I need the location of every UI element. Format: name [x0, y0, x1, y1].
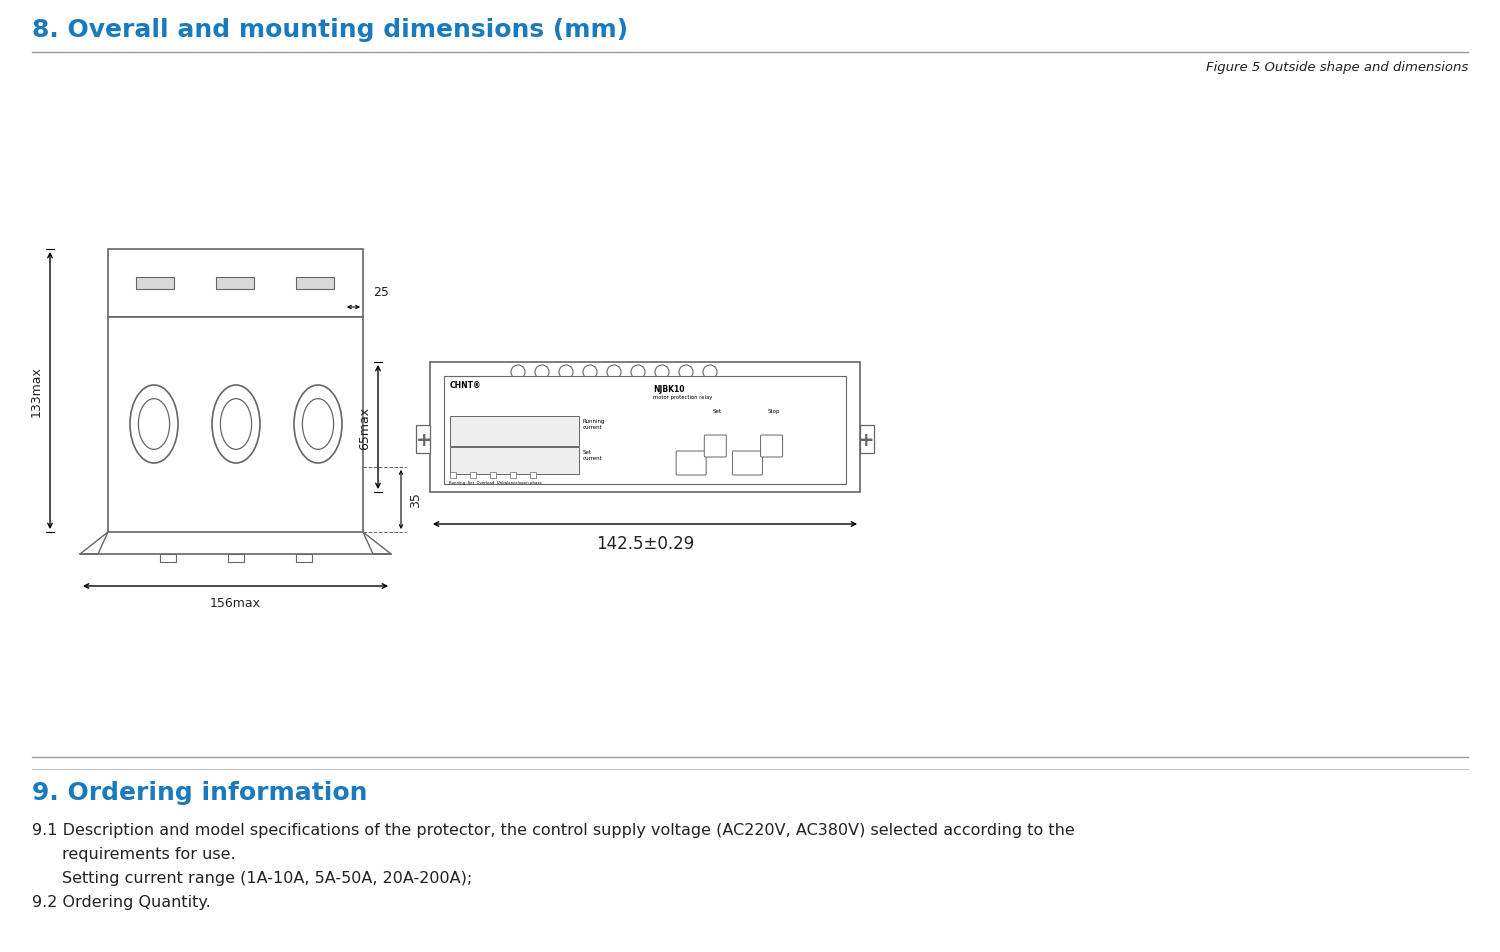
- Text: A: A: [768, 442, 774, 451]
- Text: 8. Overall and mounting dimensions (mm): 8. Overall and mounting dimensions (mm): [32, 18, 628, 42]
- Ellipse shape: [220, 399, 252, 450]
- Ellipse shape: [130, 386, 178, 464]
- Text: Stop: Stop: [768, 408, 780, 413]
- Bar: [296, 278, 334, 289]
- Text: Setting current range (1A-10A, 5A-50A, 20A-200A);: Setting current range (1A-10A, 5A-50A, 2…: [62, 870, 473, 885]
- Text: Reset: Reset: [684, 461, 698, 466]
- Text: 65max: 65max: [358, 406, 370, 449]
- Text: 25: 25: [374, 287, 388, 299]
- Circle shape: [680, 366, 693, 380]
- Text: 9.1 Description and model specifications of the protector, the control supply vo: 9.1 Description and model specifications…: [32, 823, 1074, 837]
- Bar: [228, 554, 244, 563]
- Bar: [530, 472, 536, 479]
- Ellipse shape: [303, 399, 333, 450]
- Circle shape: [584, 366, 597, 380]
- Bar: [216, 278, 254, 289]
- Text: 9.2 Ordering Quantity.: 9.2 Ordering Quantity.: [32, 894, 210, 909]
- Text: CHNT®: CHNT®: [450, 381, 482, 389]
- Circle shape: [512, 366, 525, 380]
- Bar: [160, 554, 176, 563]
- Circle shape: [656, 366, 669, 380]
- Text: V: V: [712, 442, 718, 451]
- Circle shape: [560, 366, 573, 380]
- Text: 142.5±0.29: 142.5±0.29: [596, 534, 694, 552]
- Circle shape: [632, 366, 645, 380]
- Ellipse shape: [138, 399, 170, 450]
- FancyBboxPatch shape: [732, 451, 762, 475]
- Bar: [470, 472, 476, 479]
- Circle shape: [536, 366, 549, 380]
- Text: +: +: [416, 430, 432, 449]
- Text: 9. Ordering information: 9. Ordering information: [32, 781, 368, 804]
- Text: NJBK10: NJBK10: [652, 385, 684, 393]
- Polygon shape: [859, 426, 874, 453]
- Text: 156max: 156max: [210, 596, 261, 609]
- Polygon shape: [80, 532, 108, 554]
- Bar: [430, 363, 859, 492]
- Bar: [296, 554, 312, 563]
- Bar: [510, 472, 516, 479]
- Bar: [450, 417, 579, 446]
- Text: motor protection relay: motor protection relay: [652, 394, 712, 400]
- FancyBboxPatch shape: [705, 436, 726, 458]
- Ellipse shape: [294, 386, 342, 464]
- Circle shape: [608, 366, 621, 380]
- Text: requirements for use.: requirements for use.: [62, 846, 236, 862]
- Text: Set: Set: [712, 408, 722, 413]
- Ellipse shape: [211, 386, 260, 464]
- Text: Running
current: Running current: [582, 419, 604, 429]
- Text: Running  Set  Overload  Unbalance/open phase: Running Set Overload Unbalance/open phas…: [448, 481, 542, 485]
- Bar: [450, 447, 579, 474]
- Polygon shape: [363, 532, 392, 554]
- Text: Set
current: Set current: [582, 449, 603, 461]
- Bar: [108, 318, 363, 532]
- Bar: [450, 472, 456, 479]
- Circle shape: [704, 366, 717, 380]
- Text: Figure 5 Outside shape and dimensions: Figure 5 Outside shape and dimensions: [1206, 61, 1468, 74]
- FancyBboxPatch shape: [676, 451, 706, 475]
- Text: +: +: [858, 430, 874, 449]
- Bar: [136, 278, 174, 289]
- Bar: [108, 249, 363, 318]
- Polygon shape: [416, 426, 430, 453]
- Text: 35: 35: [410, 492, 422, 508]
- FancyBboxPatch shape: [760, 436, 783, 458]
- Bar: [490, 472, 496, 479]
- Text: 133max: 133max: [30, 366, 44, 417]
- Text: Setup: Setup: [741, 461, 754, 466]
- Bar: [444, 377, 846, 485]
